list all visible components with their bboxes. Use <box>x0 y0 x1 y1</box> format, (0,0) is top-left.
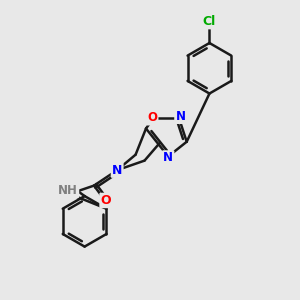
Text: N: N <box>112 164 122 177</box>
Text: NH: NH <box>58 184 78 197</box>
Text: O: O <box>147 111 157 124</box>
Text: N: N <box>163 152 173 164</box>
Text: Cl: Cl <box>203 15 216 28</box>
Text: O: O <box>100 194 111 207</box>
Text: N: N <box>176 110 185 123</box>
